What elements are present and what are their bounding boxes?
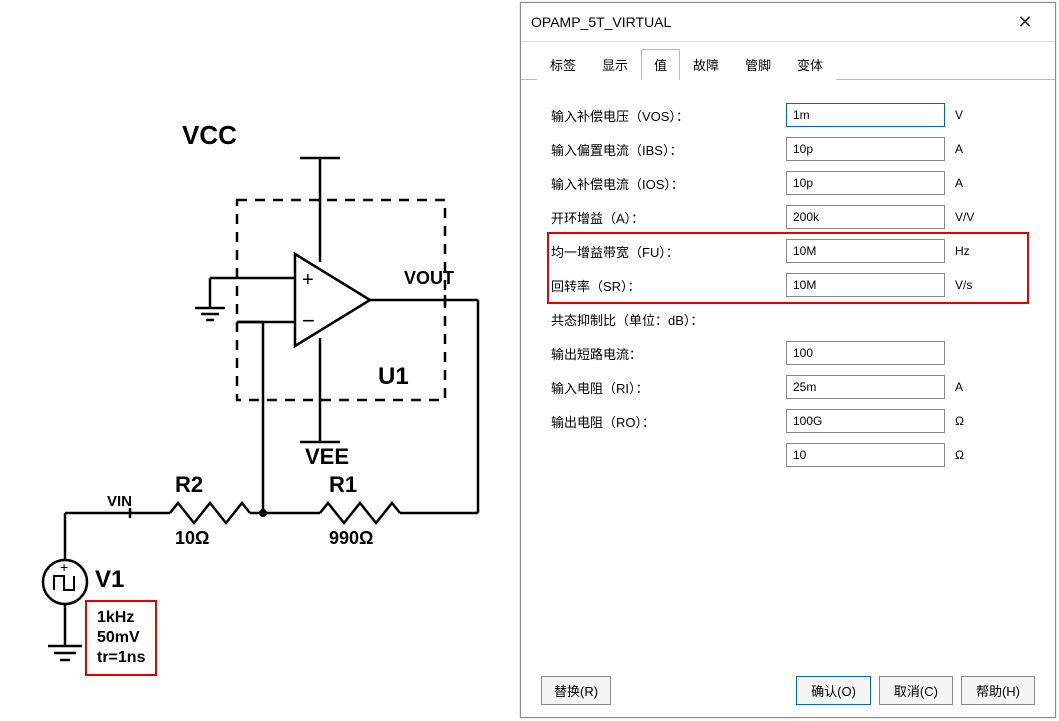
param-input[interactable]: 1m — [786, 103, 945, 127]
svg-text:+: + — [302, 269, 314, 291]
param-input[interactable]: 25m — [786, 375, 945, 399]
ok-button[interactable]: 确认(O) — [796, 676, 871, 705]
tab-label-2[interactable]: 值 — [641, 49, 680, 80]
param-label: 均一增益带宽（FU）： — [551, 242, 786, 261]
tab-label-3[interactable]: 故障 — [680, 49, 732, 80]
param-unit: A — [945, 142, 995, 156]
param-label: 回转率（SR）： — [551, 276, 786, 295]
param-label: 输入偏置电流（IBS）： — [551, 140, 786, 159]
param-unit: V/V — [945, 210, 995, 224]
param-label: 输入补偿电压（VOS）： — [551, 106, 786, 125]
param-unit: Ω — [945, 448, 995, 462]
param-label: 开环增益（A）： — [551, 208, 786, 227]
help-button[interactable]: 帮助(H) — [961, 676, 1035, 705]
schematic-svg: + − — [0, 0, 520, 721]
tab-label-5[interactable]: 变体 — [784, 49, 836, 80]
dialog-title: OPAMP_5T_VIRTUAL — [531, 14, 1005, 30]
param-input[interactable]: 100 — [786, 341, 945, 365]
value-r2: 10Ω — [175, 528, 209, 549]
param-label: 输出电阻（RO）： — [551, 412, 786, 431]
param-row: 输入补偿电压（VOS）：1mV — [551, 98, 1025, 132]
param-row: 输入补偿电流（IOS）：10pA — [551, 166, 1025, 200]
param-row: 共态抑制比（单位：dB）： — [551, 302, 1025, 336]
param-input[interactable]: 10 — [786, 443, 945, 467]
param-input[interactable]: 10M — [786, 273, 945, 297]
param-unit: Ω — [945, 414, 995, 428]
tab-label-4[interactable]: 管脚 — [732, 49, 784, 80]
param-row: 输出电阻（RO）：100GΩ — [551, 404, 1025, 438]
dialog-footer: 替换(R) 确认(O) 取消(C) 帮助(H) — [521, 676, 1055, 705]
label-vee: VEE — [305, 444, 349, 470]
param-input[interactable]: 10p — [786, 171, 945, 195]
close-icon[interactable]: ✕ — [1005, 7, 1045, 37]
label-v1: V1 — [95, 566, 124, 594]
highlighted-params: 均一增益带宽（FU）：10MHz回转率（SR）：10MV/s — [547, 232, 1029, 304]
param-label: 输入电阻（RI）： — [551, 378, 786, 397]
param-unit: V — [945, 108, 995, 122]
label-r1: R1 — [329, 472, 357, 498]
label-r2: R2 — [175, 472, 203, 498]
param-input[interactable]: 10M — [786, 239, 945, 263]
dialog-titlebar[interactable]: OPAMP_5T_VIRTUAL ✕ — [521, 3, 1055, 42]
schematic-canvas: + − — [0, 0, 520, 721]
tab-label-0[interactable]: 标签 — [537, 49, 589, 80]
circuit-node — [259, 509, 267, 517]
param-input[interactable]: 200k — [786, 205, 945, 229]
param-unit: A — [945, 380, 995, 394]
param-label: 输出短路电流： — [551, 344, 786, 363]
param-label: 输入补偿电流（IOS）： — [551, 174, 786, 193]
param-unit: Hz — [945, 244, 995, 258]
label-u1: U1 — [378, 363, 409, 391]
param-row: 10Ω — [551, 438, 1025, 472]
param-unit: V/s — [945, 278, 995, 292]
label-vout: VOUT — [404, 268, 454, 289]
label-vcc: VCC — [182, 120, 237, 151]
param-row: 均一增益带宽（FU）：10MHz — [551, 234, 1025, 268]
param-row: 开环增益（A）：200kV/V — [551, 200, 1025, 234]
param-row: 输出短路电流：100 — [551, 336, 1025, 370]
v1-params-box: 1kHz 50mV tr=1ns — [85, 600, 157, 676]
v1-param-1: 50mV — [97, 628, 145, 648]
param-row: 回转率（SR）：10MV/s — [551, 268, 1025, 302]
replace-button[interactable]: 替换(R) — [541, 676, 611, 705]
label-vin: VIN — [107, 493, 132, 510]
value-r1: 990Ω — [329, 528, 373, 549]
dialog-body: 输入补偿电压（VOS）：1mV输入偏置电流（IBS）：10pA输入补偿电流（IO… — [521, 80, 1055, 472]
param-input[interactable]: 10p — [786, 137, 945, 161]
svg-text:+: + — [60, 559, 68, 575]
v1-param-0: 1kHz — [97, 608, 145, 628]
param-row: 输入偏置电流（IBS）：10pA — [551, 132, 1025, 166]
v1-param-2: tr=1ns — [97, 648, 145, 668]
svg-text:−: − — [302, 308, 315, 333]
param-label: 共态抑制比（单位：dB）： — [551, 310, 786, 329]
param-row: 输入电阻（RI）：25mA — [551, 370, 1025, 404]
param-input[interactable]: 100G — [786, 409, 945, 433]
param-unit: A — [945, 176, 995, 190]
cancel-button[interactable]: 取消(C) — [879, 676, 953, 705]
dialog-tabs: 标签 显示 值 故障 管脚 变体 — [521, 42, 1055, 80]
properties-dialog: OPAMP_5T_VIRTUAL ✕ 标签 显示 值 故障 管脚 变体 输入补偿… — [520, 2, 1056, 718]
tab-label-1[interactable]: 显示 — [589, 49, 641, 80]
